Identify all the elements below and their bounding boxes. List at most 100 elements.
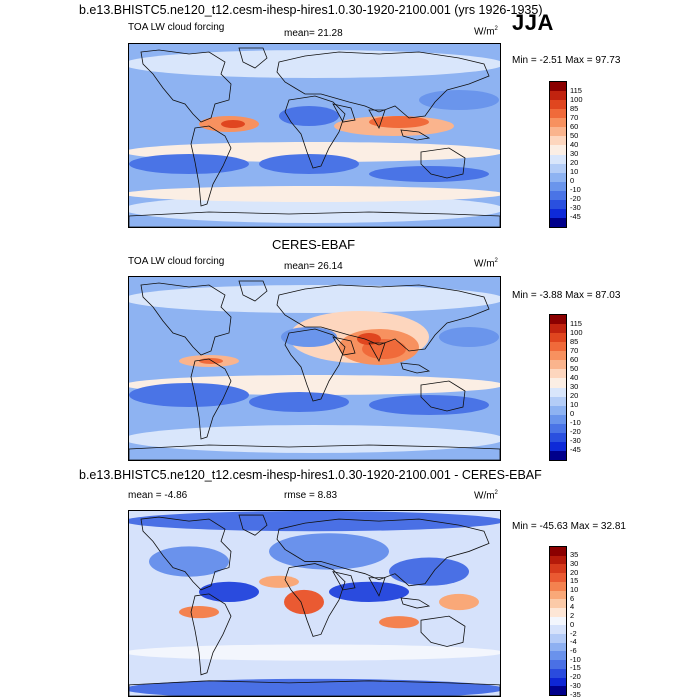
colorbar-tick-label: 30 [570,382,579,391]
panel3-units: W/m2 [474,490,498,502]
panel2-minmax: Min = -3.88 Max = 87.03 [512,290,621,301]
colorbar-swatch [550,616,566,626]
colorbar-tick-label: -45 [570,445,581,455]
colorbar-tick-label: 10 [570,167,579,177]
colorbar-swatch [550,181,566,191]
colorbar-swatch [550,387,566,397]
colorbar-swatch [550,651,566,661]
colorbar-swatch [550,564,566,574]
colorbar-swatch [550,396,566,406]
colorbar-swatch [550,199,566,209]
colorbar-tick-label: 60 [570,354,579,364]
colorbar-swatch [550,405,566,415]
colorbar-swatch [550,625,566,635]
colorbar-swatch [550,573,566,582]
colorbar-tick-label: 30 [570,149,579,158]
diff-title: b.e13.BHISTC5.ne120_t12.cesm-ihesp-hires… [79,468,542,482]
colorbar-swatch [550,190,566,200]
middle-title: CERES-EBAF [272,237,356,252]
colorbar-swatch [550,127,566,137]
colorbar-swatch [550,145,566,155]
panel1-mean-label: mean= 21.28 [284,28,343,39]
colorbar-swatch [550,369,566,379]
colorbar-tick-label: -35 [570,689,581,699]
colorbar-tick-label: 70 [570,345,579,355]
colorbar-tick-label: 0 [570,409,575,419]
colorbar-tick-label: 4 [570,602,575,612]
colorbar-tick-label: 0 [570,176,575,186]
map-field [129,511,500,696]
colorbar-tick-label: 10 [570,400,579,410]
colorbar-tick-label: 10 [570,585,579,595]
colorbar-tick-label: -20 [570,427,581,437]
colorbar-swatch [550,342,566,352]
colorbar-swatch [550,668,566,678]
colorbar-swatch [550,315,566,325]
colorbar-tick-label: 20 [570,391,579,401]
colorbar-swatch [550,378,566,388]
colorbar-tick-label: 40 [570,139,579,149]
colorbar-swatch [550,172,566,182]
colorbar-swatch [550,642,566,652]
colorbar-swatch [550,217,566,227]
colorbar-tick-label: 20 [570,567,579,577]
colorbar-tick-label: 115 [570,85,582,95]
colorbar-tick-label: 70 [570,112,579,122]
colorbar-tick-label: -6 [570,645,577,655]
colorbar-tick-label: -20 [570,194,581,204]
colorbar-tick-label: -30 [570,203,581,213]
colorbar-swatch [550,547,566,556]
colorbar-swatch [550,677,566,687]
colorbar-swatch [550,660,566,669]
panel3-minmax: Min = -45.63 Max = 32.81 [512,521,626,532]
panel1-colorbar [549,81,567,228]
colorbar-tick-label: -4 [570,637,577,647]
colorbar-swatch [550,136,566,146]
colorbar-tick-label: -30 [570,436,581,446]
colorbar-swatch [550,208,566,218]
panel1-units: W/m2 [474,26,498,38]
colorbar-tick-label: 0 [570,619,575,629]
panel2-left-label: TOA LW cloud forcing [128,256,225,267]
colorbar-swatch [550,581,566,591]
colorbar-tick-label: -10 [570,185,581,195]
colorbar-swatch [550,333,566,343]
colorbar-tick-label: -45 [570,212,581,222]
colorbar-swatch [550,599,566,608]
colorbar-swatch [550,163,566,173]
colorbar-tick-label: 20 [570,158,579,168]
colorbar-tick-label: -2 [570,628,577,638]
colorbar-swatch [550,590,566,600]
panel2-map [128,276,501,461]
colorbar-tick-label: -20 [570,672,581,682]
colorbar-tick-label: 50 [570,130,579,140]
colorbar-tick-label: 6 [570,593,575,603]
colorbar-tick-label: 35 [570,550,579,560]
colorbar-swatch [550,441,566,451]
colorbar-tick-label: 2 [570,611,575,621]
panel3-map [128,510,501,697]
colorbar-tick-label: 60 [570,121,579,131]
map-field [129,277,500,460]
colorbar-swatch [550,109,566,119]
panel2-mean-label: mean= 26.14 [284,261,343,272]
panel3-rmse-label: rmse = 8.83 [284,490,338,501]
panel1-left-label: TOA LW cloud forcing [128,22,225,33]
colorbar-tick-label: 100 [570,94,583,104]
colorbar-tick-label: -10 [570,418,581,428]
colorbar-swatch [550,91,566,101]
colorbar-swatch [550,450,566,460]
colorbar-tick-label: -30 [570,680,581,690]
colorbar-tick-label: 40 [570,372,579,382]
panel2-units: W/m2 [474,258,498,270]
colorbar-swatch [550,607,566,617]
colorbar-swatch [550,324,566,334]
colorbar-swatch [550,432,566,442]
colorbar-swatch [550,634,566,643]
colorbar-tick-label: 15 [570,576,579,586]
panel3-mean-label: mean = -4.86 [128,490,188,501]
colorbar-tick-label: 85 [570,336,579,346]
map-field [129,44,500,227]
colorbar-swatch [550,555,566,565]
colorbar-tick-label: 115 [570,318,582,328]
